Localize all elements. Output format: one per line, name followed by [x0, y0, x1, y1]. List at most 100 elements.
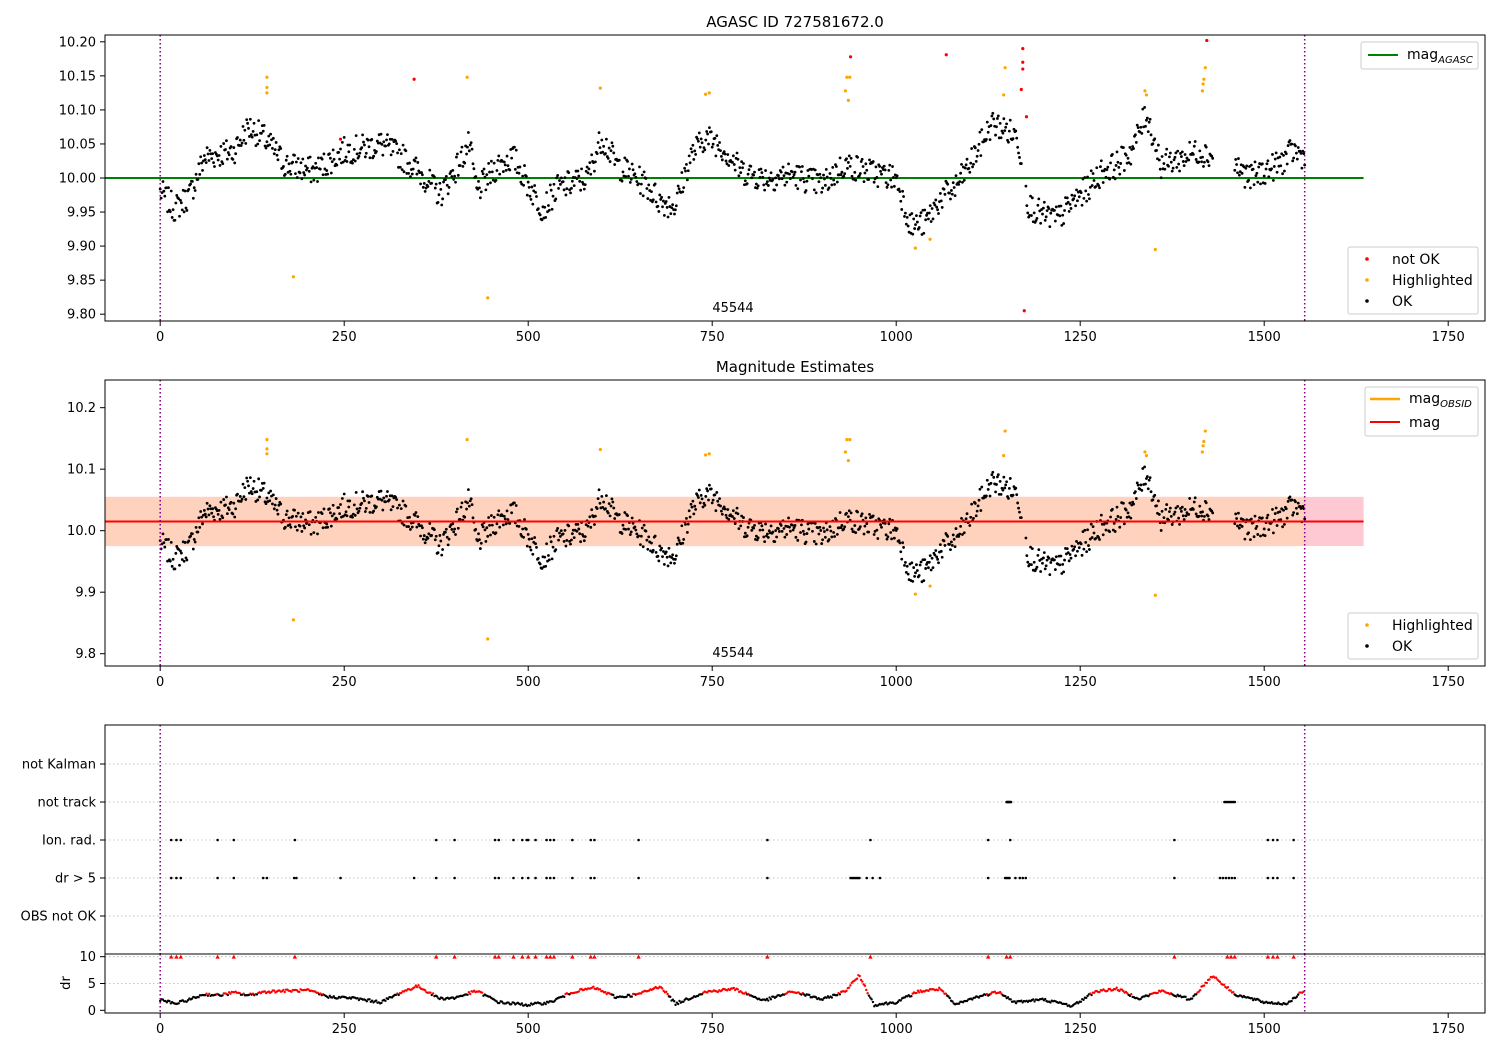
ok-point [483, 175, 487, 179]
ok-point [641, 194, 645, 198]
ok-point [1030, 563, 1033, 567]
ok-point [716, 143, 720, 147]
highlighted-point [1144, 93, 1149, 97]
ok-point [752, 173, 755, 177]
dr-point [821, 998, 824, 1002]
ok-point [871, 514, 875, 518]
ok-point [1112, 521, 1116, 525]
ok-point [604, 152, 607, 155]
dr-point [869, 996, 872, 999]
ok-point [1002, 117, 1006, 121]
ok-point [1105, 168, 1109, 172]
ok-point [285, 509, 289, 513]
ok-point [221, 162, 225, 166]
ok-point [887, 522, 891, 526]
flag-point [434, 876, 438, 880]
ok-point [293, 508, 296, 512]
ok-point [1063, 558, 1066, 562]
panel-dr-clip-markers [169, 954, 1296, 959]
ok-point [1134, 490, 1137, 494]
ok-point [692, 512, 696, 516]
ok-point [608, 514, 612, 518]
ok-point [848, 164, 852, 168]
ok-point [963, 166, 967, 170]
ok-point [526, 532, 530, 536]
ok-point [387, 498, 391, 502]
dr-clip-marker [551, 954, 557, 959]
ok-point [316, 532, 319, 536]
ok-point [1266, 159, 1270, 163]
ok-point [620, 179, 624, 183]
highlighted-point [265, 452, 269, 456]
ok-point [196, 178, 200, 181]
ok-point [906, 572, 910, 576]
dr-point [849, 984, 852, 987]
ok-point [436, 200, 440, 204]
ok-point [735, 151, 739, 155]
ok-point [680, 524, 684, 528]
ok-point [952, 537, 956, 541]
ok-point [930, 556, 934, 560]
dr-point [919, 989, 922, 992]
flag-point [493, 876, 497, 880]
ok-point [623, 511, 627, 514]
ok-point [229, 145, 233, 148]
ok-point [469, 497, 473, 501]
ok-point [224, 503, 227, 507]
ok-point [853, 170, 857, 174]
ok-point [813, 522, 817, 525]
ok-point [1233, 168, 1237, 172]
ok-point [766, 180, 769, 184]
ok-point [1298, 149, 1302, 153]
ok-point [1233, 522, 1237, 526]
dr-point [916, 989, 920, 992]
ok-point [752, 526, 755, 530]
ok-point [1177, 516, 1181, 520]
highlighted-point [291, 275, 296, 279]
ok-point [711, 142, 715, 146]
ok-point [762, 535, 766, 539]
ok-point [1068, 202, 1072, 206]
ok-point [774, 176, 778, 180]
flag-point [766, 838, 769, 842]
ok-point [1173, 510, 1177, 514]
dr-point [947, 995, 950, 998]
ok-point [1001, 488, 1005, 492]
dr-point [1202, 984, 1206, 987]
ok-point [317, 511, 320, 514]
ok-point [1140, 131, 1144, 135]
ok-point [1284, 152, 1288, 156]
ok-point [1266, 513, 1270, 517]
ok-point [691, 499, 695, 503]
ok-point [637, 182, 640, 186]
ok-point [796, 187, 800, 191]
ok-point [390, 494, 394, 498]
highlighted-point [486, 637, 490, 641]
ok-point [892, 528, 895, 532]
ok-point [413, 513, 417, 517]
dr-point [159, 999, 162, 1003]
ok-point [1042, 551, 1046, 555]
ok-point [339, 503, 342, 506]
highlighted-point [265, 91, 269, 95]
ok-point [370, 494, 374, 498]
ok-point [483, 528, 487, 532]
ok-point [1037, 197, 1041, 201]
ok-point [1115, 150, 1119, 154]
ok-point [723, 507, 727, 511]
ok-point [387, 142, 391, 146]
ok-point [389, 153, 393, 157]
ok-point [444, 527, 448, 531]
dr-point [429, 991, 432, 994]
ok-point [850, 527, 854, 531]
dr-point [238, 991, 241, 995]
ok-point [469, 141, 473, 145]
ok-point [1210, 154, 1214, 158]
ok-point [853, 524, 857, 527]
ok-point [1005, 480, 1008, 484]
ok-point [750, 176, 754, 180]
legend-not-ok: not OK [1392, 252, 1440, 268]
panel-mag-estimates-point-legend: Highlighted OK [1347, 612, 1479, 660]
ok-point [639, 534, 643, 538]
